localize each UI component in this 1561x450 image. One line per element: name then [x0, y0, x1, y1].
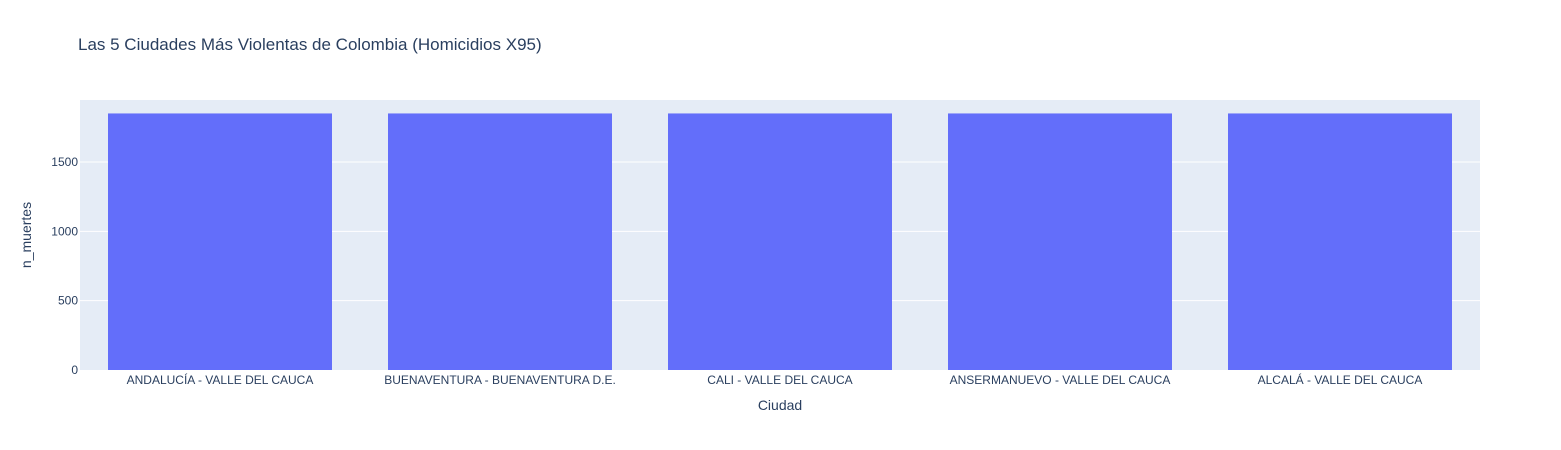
- y-tick-label: 1500: [51, 155, 78, 169]
- x-tick-label: ALCALÁ - VALLE DEL CAUCA: [1258, 372, 1423, 387]
- chart-title: Las 5 Ciudades Más Violentas de Colombia…: [78, 35, 542, 54]
- x-tick-label: CALI - VALLE DEL CAUCA: [707, 373, 852, 387]
- x-tick-label: BUENAVENTURA - BUENAVENTURA D.E.: [384, 373, 616, 387]
- bar: [108, 113, 332, 370]
- x-tick-label: ANDALUCÍA - VALLE DEL CAUCA: [127, 372, 314, 387]
- x-axis-title: Ciudad: [758, 397, 802, 413]
- y-tick-label: 500: [58, 294, 78, 308]
- y-axis-ticks: 0 500 1000 1500: [51, 155, 78, 377]
- bars: [108, 113, 1452, 370]
- x-tick-label: ANSERMANUEVO - VALLE DEL CAUCA: [950, 373, 1171, 387]
- y-tick-label: 0: [71, 363, 78, 377]
- bar: [948, 113, 1172, 370]
- bar: [1228, 113, 1452, 370]
- y-axis-title: n_muertes: [18, 202, 34, 268]
- x-axis-ticks: ANDALUCÍA - VALLE DEL CAUCA BUENAVENTURA …: [127, 372, 1423, 387]
- bar: [668, 113, 892, 370]
- bar: [388, 113, 612, 370]
- y-tick-label: 1000: [51, 224, 78, 238]
